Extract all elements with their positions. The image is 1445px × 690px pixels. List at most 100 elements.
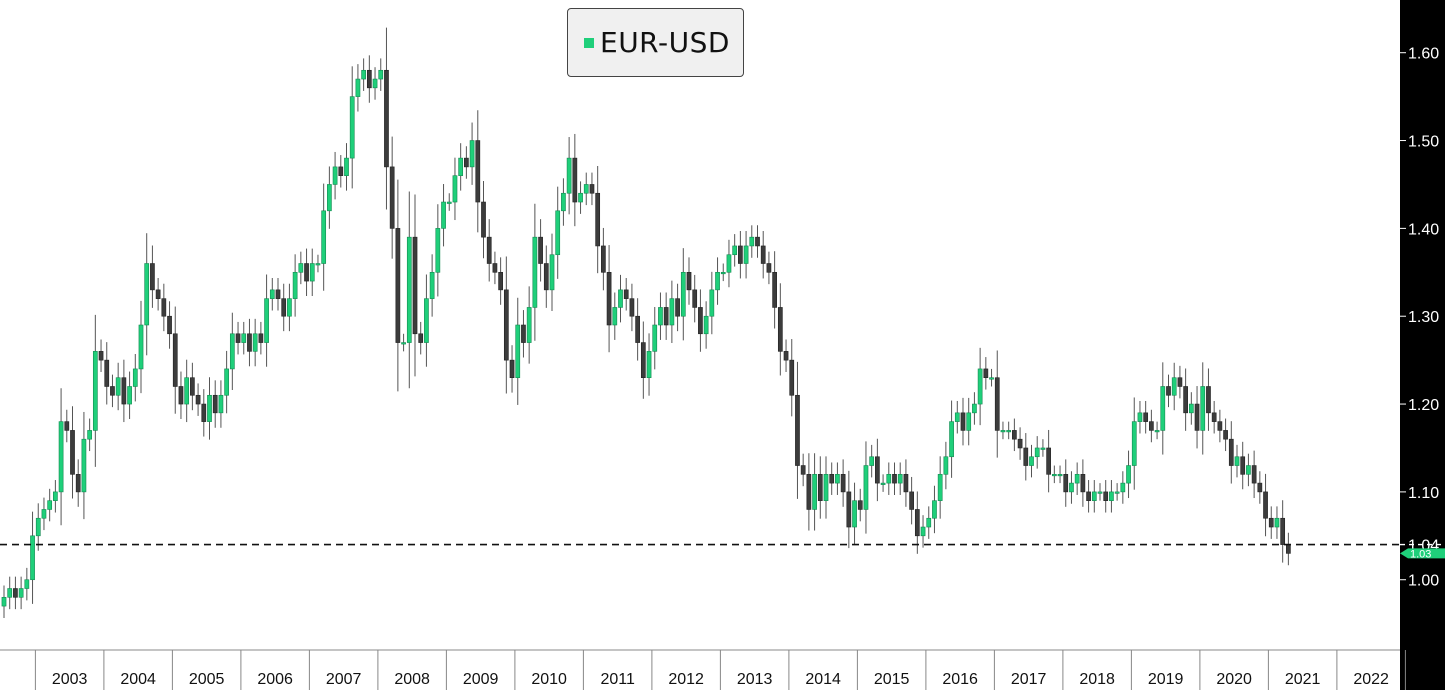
candle-body: [1251, 465, 1257, 484]
candle-body: [566, 157, 572, 194]
candle-body: [909, 491, 914, 510]
candle-body: [247, 333, 252, 352]
y-tick-label: 1.10: [1408, 485, 1439, 502]
candle-body: [1217, 421, 1223, 431]
candle-body: [195, 394, 201, 405]
candle-body: [1223, 430, 1228, 440]
candle-body: [235, 333, 241, 343]
candle-body: [601, 245, 606, 273]
candle-body: [81, 438, 87, 493]
candle-body: [526, 307, 532, 343]
candle-body: [212, 394, 218, 414]
candle-body: [412, 236, 418, 335]
candle-body: [857, 500, 863, 510]
candle-body: [1160, 386, 1166, 431]
candle-body: [578, 192, 583, 203]
candle-body: [1069, 482, 1074, 493]
candle-body: [429, 271, 435, 299]
candle-body: [949, 421, 954, 458]
candle-body: [972, 403, 977, 414]
candle-body: [612, 307, 618, 326]
x-tick-label: 2015: [874, 671, 910, 688]
candle-body: [623, 289, 629, 299]
candle-body: [692, 289, 698, 308]
candle-body: [738, 245, 743, 264]
y-tick-label: 1.40: [1408, 221, 1439, 238]
candle-body: [1137, 412, 1143, 422]
candle-body: [1006, 430, 1012, 433]
candle-body: [503, 289, 509, 361]
y-tick-label: 1.30: [1408, 309, 1439, 326]
candle-body: [1246, 465, 1251, 475]
candle-body: [1211, 412, 1217, 422]
x-tick-label: 2007: [326, 671, 362, 688]
candle-body: [658, 307, 663, 326]
candle-body: [1194, 403, 1200, 431]
candle-body: [481, 201, 486, 238]
candle-body: [424, 298, 429, 343]
candle-body: [258, 333, 264, 343]
candle-body: [349, 96, 355, 159]
candle-body: [646, 351, 652, 379]
candle-body: [309, 263, 315, 282]
candle-body: [92, 351, 98, 431]
candle-body: [178, 386, 184, 405]
candle-body: [743, 245, 749, 264]
candle-body: [755, 236, 760, 247]
candle-body: [914, 509, 920, 537]
x-tick-label: 2013: [737, 671, 773, 688]
candle-body: [1034, 447, 1040, 458]
x-tick-label: 2005: [189, 671, 225, 688]
candle-body: [58, 421, 64, 493]
candle-body: [1023, 447, 1029, 466]
candle-body: [903, 474, 909, 493]
candle-body: [1171, 377, 1177, 396]
candle-body: [384, 69, 389, 168]
candle-body: [812, 474, 817, 510]
candle-body: [1280, 517, 1286, 545]
candle-body: [1234, 456, 1240, 466]
candle-body: [35, 517, 41, 537]
candle-body: [315, 263, 321, 266]
candle-body: [789, 359, 795, 396]
candle-body: [287, 298, 292, 317]
candle-body: [241, 333, 247, 343]
candle-body: [418, 333, 424, 343]
candle-body: [401, 342, 406, 345]
candle-body: [1086, 491, 1091, 501]
candle-body: [446, 201, 452, 204]
candle-body: [583, 184, 589, 194]
candle-body: [549, 254, 555, 291]
candle-body: [1017, 438, 1023, 449]
candle-body: [64, 421, 70, 431]
candle-body: [1063, 474, 1069, 493]
candle-body: [983, 368, 989, 379]
candle-body: [852, 500, 857, 528]
candle-body: [543, 263, 549, 291]
x-tick-label: 2018: [1079, 671, 1115, 688]
candle-body: [338, 166, 344, 176]
candle-body: [846, 491, 852, 528]
candle-body: [492, 263, 498, 273]
candle-body: [720, 271, 726, 275]
x-tick-label: 2017: [1011, 671, 1047, 688]
candle-body: [104, 359, 110, 387]
candle-body: [190, 377, 195, 396]
candle-body: [70, 430, 75, 475]
candle-body: [13, 588, 18, 598]
candle-body: [1257, 482, 1263, 493]
candle-body: [7, 588, 13, 598]
candle-body: [201, 403, 207, 422]
candle-body: [635, 315, 640, 343]
candle-body: [840, 474, 846, 493]
candle-body: [121, 377, 127, 405]
candle-body: [355, 78, 361, 97]
candle-body: [663, 307, 669, 326]
candle-body: [937, 474, 943, 501]
candle-body: [498, 271, 503, 291]
candle-body: [110, 386, 115, 396]
candle-body: [167, 315, 172, 335]
candle-body: [532, 236, 538, 308]
candle-body: [766, 263, 772, 273]
